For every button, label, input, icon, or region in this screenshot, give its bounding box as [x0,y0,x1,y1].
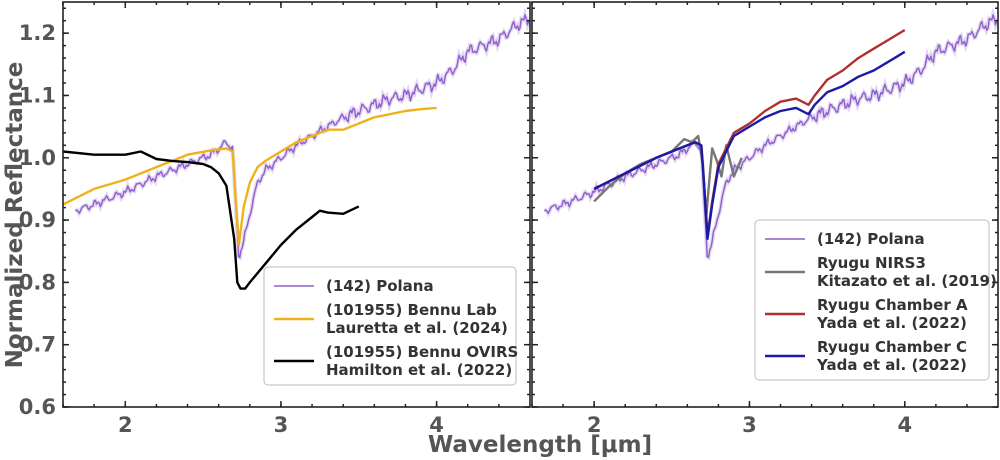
y-tick-label: 0.7 [19,333,56,357]
series-line [63,106,437,247]
series-line [75,14,530,259]
x-tick-label: 2 [587,413,602,437]
legend-label: Ryugu Chamber A [817,296,968,314]
y-tick-label: 0.6 [19,395,56,419]
legend-box [754,219,990,381]
plot-frame [531,1,999,408]
legend-label: Lauretta et al. (2024) [326,319,508,337]
legend-label: Ryugu Chamber C [817,338,967,356]
y-tick-label: 0.9 [19,208,56,232]
y-tick-label: 1.2 [19,21,56,45]
series-group [63,7,530,290]
series-line [593,50,906,240]
x-tick-label: 3 [742,413,757,437]
legend-label: Yada et al. (2022) [816,314,967,332]
series-line [593,28,906,237]
legend-label: (101955) Bennu Lab [326,301,497,319]
x-tick-label: 4 [897,413,912,437]
x-tick-label: 4 [429,413,444,437]
legend-label: Yada et al. (2022) [816,356,967,374]
legend-label: (142) Polana [326,277,434,295]
x-tick-label: 3 [274,413,289,437]
series-group [543,7,998,261]
legend-label: Kitazato et al. (2019) [817,272,997,290]
plot-frame [62,1,531,408]
y-tick-label: 1.1 [19,83,56,107]
x-tick-label: 2 [118,413,133,437]
series-line [63,150,360,290]
y-tick-label: 1.0 [19,146,56,170]
legend-label: Ryugu NIRS3 [817,254,926,272]
legend-label: (142) Polana [817,230,925,248]
legend-box [263,266,517,386]
left-panel: 2 3 4 0.6 0.7 0.8 0.9 1.0 1.1 1.2 (142) Polana (101… [19,1,531,437]
series-band [74,7,530,261]
y-axis-label: Normalized Reflectance [2,62,28,369]
legend-label: (101955) Bennu OVIRS [326,343,518,361]
legend-label: Hamilton et al. (2022) [326,361,512,379]
x-axis-label: Wavelength [μm] [428,432,652,458]
series-line [543,14,998,259]
y-tick-label: 0.8 [19,270,56,294]
